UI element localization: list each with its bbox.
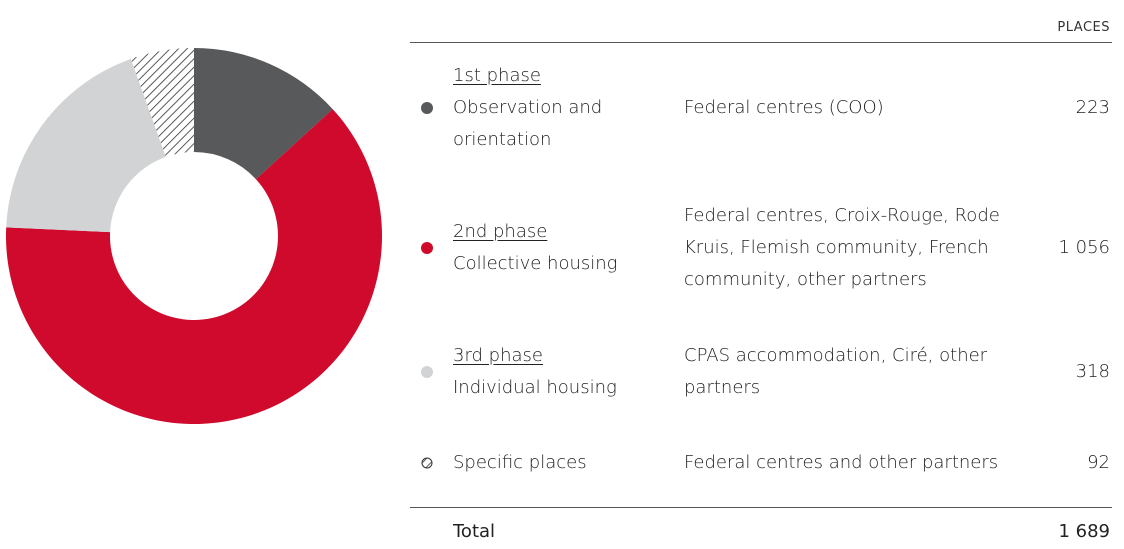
bullet-cell [410, 365, 453, 379]
partners: Federal centres and other partners [684, 452, 999, 473]
header-rule [410, 42, 1112, 43]
category-label: Specific places [453, 452, 587, 473]
name-cell: 1st phase Observation and orientation [453, 60, 684, 156]
donut-segment [5, 109, 382, 425]
value-label: 318 [1075, 361, 1110, 382]
table-row: 3rd phase Individual housing CPAS accommod… [410, 332, 1110, 412]
donut-segment [194, 48, 333, 180]
legend-marker [421, 242, 433, 254]
category-label: Observation and orientation [453, 97, 603, 150]
legend-dot [421, 242, 433, 254]
total-rule [410, 507, 1112, 508]
total-row: Total 1 689 [453, 521, 1110, 542]
total-value: 1 689 [1058, 521, 1110, 542]
table-row: 2nd phase Collective housing Federal centr… [410, 164, 1110, 332]
value-label: 1 056 [1058, 237, 1110, 258]
name-cell: Specific places [453, 447, 684, 479]
category-label: Collective housing [453, 253, 618, 274]
phase-label: 3rd phase [453, 345, 543, 366]
bullet-cell [410, 101, 453, 115]
bullet-cell [410, 456, 453, 470]
category-label: Individual housing [453, 377, 617, 398]
value-label: 92 [1087, 452, 1110, 473]
donut-segment [6, 58, 166, 233]
legend-marker [421, 102, 433, 114]
name-cell: 2nd phase Collective housing [453, 216, 684, 280]
column-header: PLACES [1057, 20, 1110, 35]
total-name: Total [453, 521, 496, 542]
bullet-cell [410, 241, 453, 255]
partners: CPAS accommodation, Ciré, other partners [684, 345, 988, 398]
phase-label: 2nd phase [453, 221, 548, 242]
table-row: 1st phase Observation and orientation Fede… [410, 52, 1110, 164]
legend-dot [421, 366, 433, 378]
donut-segment [130, 48, 194, 157]
legend-dot [421, 457, 433, 469]
name-cell: 3rd phase Individual housing [453, 340, 684, 404]
partners: Federal centres (COO) [684, 97, 884, 118]
value-label: 223 [1075, 97, 1110, 118]
partners: Federal centres, Croix-Rouge, Rode Kruis… [684, 205, 1000, 290]
legend-dot [421, 102, 433, 114]
donut-chart [5, 48, 382, 425]
legend-marker [421, 366, 433, 378]
phase-label: 1st phase [453, 65, 541, 86]
table-row: Specific places Federal centres and other… [410, 420, 1110, 506]
legend-marker [421, 457, 433, 469]
